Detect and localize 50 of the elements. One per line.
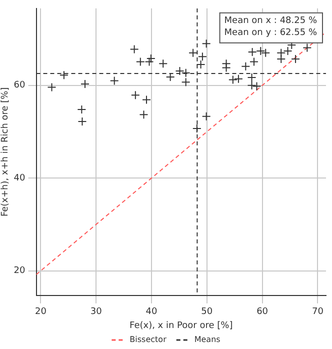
point — [144, 57, 154, 66]
y-tick-label: 40 — [14, 173, 26, 184]
point — [136, 57, 145, 66]
point — [196, 60, 206, 69]
point — [247, 80, 256, 90]
legend-label: Means — [194, 335, 220, 344]
point — [188, 48, 198, 58]
point — [192, 124, 202, 133]
point — [302, 43, 312, 52]
point — [247, 72, 256, 82]
point — [276, 48, 286, 58]
point — [252, 82, 262, 91]
y-axis-title: Fe(x+h), x+h in Rich ore [%] — [0, 87, 11, 217]
point — [198, 52, 207, 62]
point — [78, 117, 87, 126]
point — [139, 110, 148, 120]
point — [228, 75, 238, 84]
point — [59, 70, 68, 80]
point — [130, 44, 139, 54]
point — [291, 54, 300, 64]
point — [80, 79, 90, 88]
y-tick-label: 20 — [14, 266, 26, 276]
legend-label: Bissector — [130, 335, 168, 344]
x-tick-label: 30 — [90, 307, 102, 318]
point — [110, 76, 119, 86]
annotation: Mean on y : 62.55 % — [224, 28, 318, 38]
point — [283, 46, 292, 56]
point — [142, 95, 151, 104]
point — [202, 112, 211, 121]
point — [47, 82, 56, 92]
x-axis-title: Fe(x), x in Poor ore [%] — [130, 320, 233, 331]
x-tick-label: 50 — [201, 307, 213, 318]
point — [249, 57, 258, 66]
point — [222, 63, 231, 72]
point — [234, 74, 243, 84]
point — [181, 78, 190, 87]
point — [276, 54, 286, 64]
x-tick-label: 20 — [34, 307, 47, 318]
point — [202, 39, 211, 48]
annotation: Mean on x : 48.25 % — [224, 16, 318, 26]
x-tick-label: 40 — [146, 307, 158, 318]
point — [241, 62, 250, 71]
point — [146, 54, 156, 63]
point — [248, 47, 257, 56]
point — [77, 104, 86, 114]
x-tick-label: 60 — [256, 307, 268, 318]
y-tick-label: 60 — [14, 80, 26, 91]
x-tick-label: 70 — [312, 307, 324, 318]
point — [158, 59, 168, 68]
point — [130, 90, 140, 100]
